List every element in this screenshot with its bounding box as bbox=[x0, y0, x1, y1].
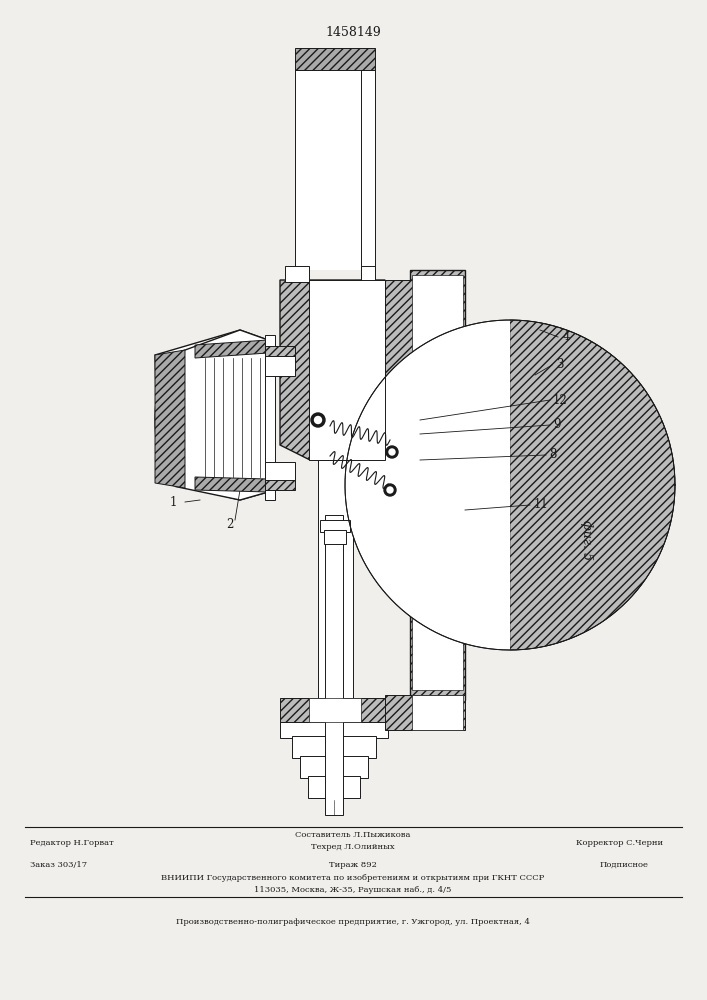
Text: 2: 2 bbox=[226, 518, 234, 530]
Bar bbox=[385, 280, 415, 460]
Text: Заказ 303/17: Заказ 303/17 bbox=[30, 861, 87, 869]
Bar bbox=[325, 515, 343, 815]
Text: Корректор С.Черни: Корректор С.Черни bbox=[576, 839, 664, 847]
Bar bbox=[412, 275, 463, 370]
Bar bbox=[361, 266, 375, 282]
Text: 113035, Москва, Ж-35, Раушская наб., д. 4/5: 113035, Москва, Ж-35, Раушская наб., д. … bbox=[255, 886, 452, 894]
Bar bbox=[292, 736, 376, 758]
Text: 1458149: 1458149 bbox=[325, 25, 381, 38]
Text: 8: 8 bbox=[549, 448, 556, 462]
Text: Составитель Л.Пыжикова: Составитель Л.Пыжикова bbox=[296, 831, 411, 839]
Text: Тираж 892: Тираж 892 bbox=[329, 861, 377, 869]
Bar bbox=[265, 476, 295, 490]
Bar bbox=[361, 70, 375, 270]
Polygon shape bbox=[195, 477, 268, 492]
Bar bbox=[309, 70, 361, 270]
Circle shape bbox=[387, 487, 393, 493]
Text: 3: 3 bbox=[556, 359, 563, 371]
Bar bbox=[412, 695, 463, 730]
Text: Производственно-полиграфическое предприятие, г. Ужгород, ул. Проектная, 4: Производственно-полиграфическое предприя… bbox=[176, 918, 530, 926]
Polygon shape bbox=[195, 340, 268, 358]
Polygon shape bbox=[155, 330, 268, 500]
Text: 11: 11 bbox=[534, 498, 549, 512]
Bar bbox=[309, 698, 361, 722]
Circle shape bbox=[384, 484, 396, 496]
Circle shape bbox=[386, 446, 398, 458]
Text: Техред Л.Олийных: Техред Л.Олийных bbox=[311, 843, 395, 851]
Bar bbox=[308, 776, 360, 798]
Text: Подписное: Подписное bbox=[600, 861, 649, 869]
Bar bbox=[285, 266, 309, 282]
Circle shape bbox=[315, 416, 322, 424]
Polygon shape bbox=[345, 320, 510, 650]
Text: 1: 1 bbox=[169, 495, 177, 508]
Bar bbox=[410, 270, 465, 700]
Circle shape bbox=[389, 449, 395, 455]
Bar bbox=[385, 695, 465, 730]
Bar bbox=[265, 462, 295, 480]
Polygon shape bbox=[155, 350, 185, 488]
Text: фиг. 5: фиг. 5 bbox=[580, 520, 593, 560]
Text: 9: 9 bbox=[553, 418, 561, 432]
Text: Редактор Н.Горват: Редактор Н.Горват bbox=[30, 839, 114, 847]
Bar bbox=[412, 520, 463, 690]
Polygon shape bbox=[155, 330, 268, 500]
Bar bbox=[265, 346, 295, 360]
Bar bbox=[295, 48, 375, 70]
Bar bbox=[300, 756, 368, 778]
Circle shape bbox=[311, 413, 325, 427]
Bar bbox=[265, 356, 295, 376]
Text: 12: 12 bbox=[553, 393, 568, 406]
Text: ВНИИПИ Государственного комитета по изобретениям и открытиям при ГКНТ СССР: ВНИИПИ Государственного комитета по изоб… bbox=[161, 874, 544, 882]
Bar bbox=[295, 70, 309, 270]
Text: 4: 4 bbox=[563, 330, 571, 344]
Bar bbox=[265, 335, 275, 500]
Bar bbox=[324, 530, 346, 544]
Bar bbox=[318, 460, 353, 700]
Bar bbox=[280, 720, 388, 738]
Polygon shape bbox=[510, 320, 675, 650]
Polygon shape bbox=[280, 280, 385, 460]
Bar bbox=[309, 280, 385, 460]
Bar bbox=[320, 520, 350, 532]
Bar bbox=[280, 698, 388, 722]
